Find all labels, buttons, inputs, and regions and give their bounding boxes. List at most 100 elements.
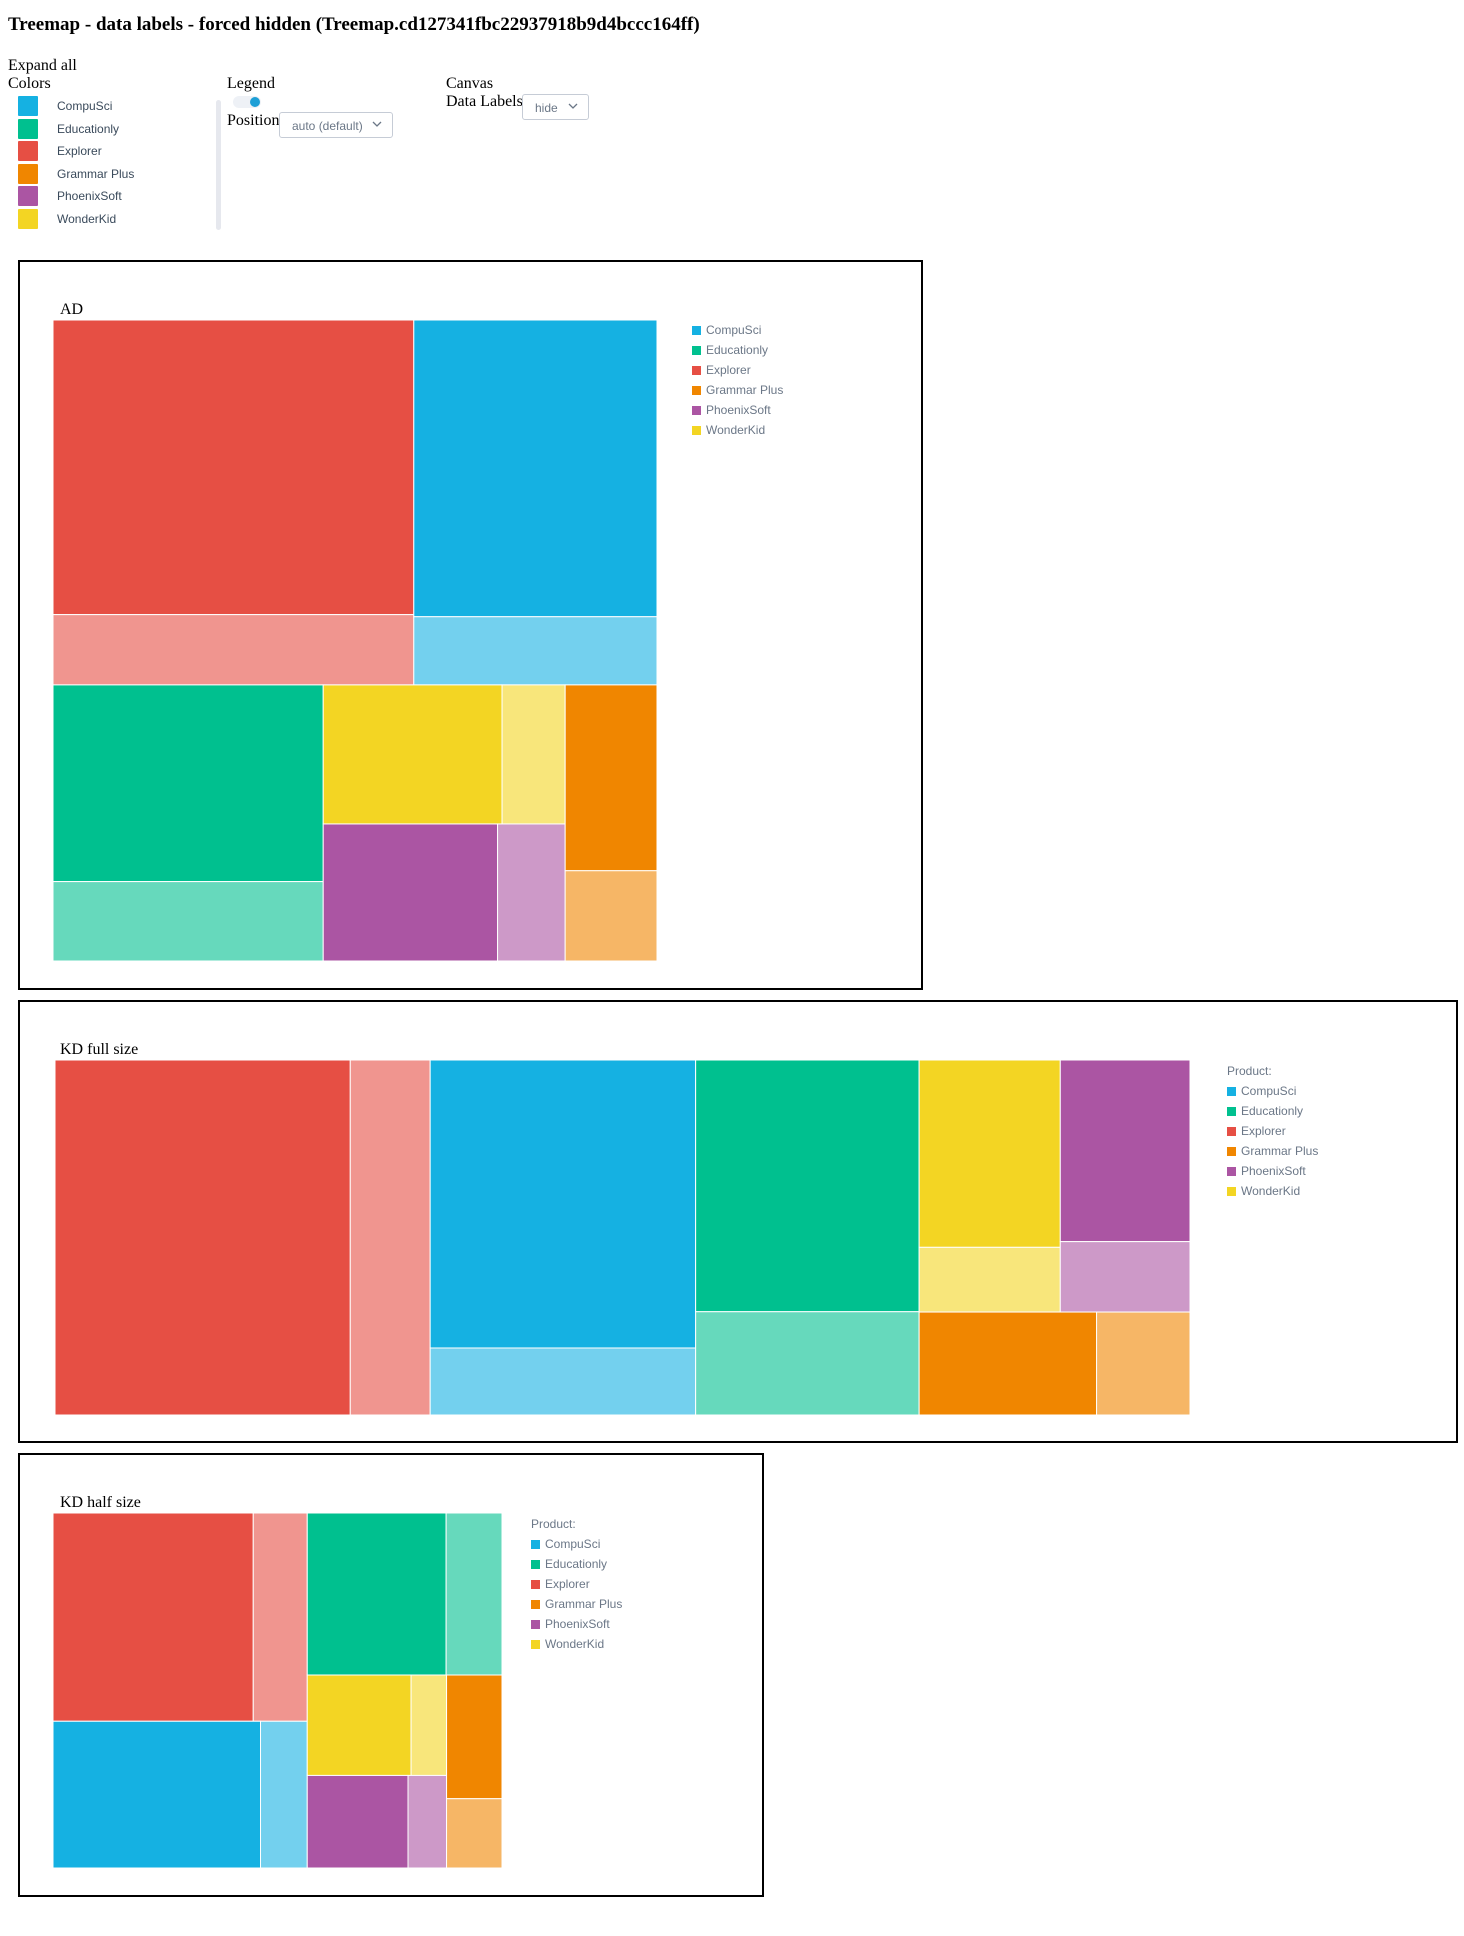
color-label: Grammar Plus [57, 166, 135, 181]
legend-swatch [1227, 1107, 1236, 1116]
colors-scrollbar[interactable] [216, 100, 221, 230]
chart-panel-ad: AD CompuSci Educationly Explorer Grammar Pl… [18, 260, 923, 990]
treemap-tile-explorer-2[interactable] [252, 1512, 308, 1722]
treemap-tile-compusci-2[interactable] [260, 1720, 308, 1869]
treemap-tile-educationly-2[interactable] [445, 1512, 503, 1676]
treemap-tile-explorer-1[interactable] [54, 1059, 351, 1416]
legend-label: Educationly [706, 343, 769, 357]
treemap-tile-phoenixsoft-2[interactable] [407, 1774, 448, 1869]
chevron-down-icon [372, 121, 382, 127]
treemap-tile-educationly-1[interactable] [695, 1059, 920, 1313]
legend-label: WonderKid [1241, 1184, 1301, 1198]
treemap-tile-grammar-plus-2[interactable] [446, 1798, 503, 1869]
legend-swatch [531, 1580, 540, 1589]
color-label: PhoenixSoft [57, 189, 122, 203]
expand-all-link[interactable]: Expand all [8, 57, 77, 74]
legend-item-grammar-plus[interactable]: Grammar Plus [531, 1596, 622, 1616]
legend-label: CompuSci [706, 323, 762, 337]
treemap-tile-wonderkid-2[interactable] [501, 684, 566, 825]
color-label: WonderKid [57, 211, 117, 226]
color-swatch[interactable] [18, 163, 38, 184]
treemap-tile-phoenixsoft-1[interactable] [1059, 1059, 1191, 1243]
canvas-heading: Canvas [446, 75, 494, 92]
treemap-tile-wonderkid-1[interactable] [306, 1674, 412, 1776]
treemap-tile-educationly-2[interactable] [52, 881, 324, 962]
legend-item-wonderkid[interactable]: WonderKid [1227, 1183, 1300, 1203]
treemap-tile-wonderkid-1[interactable] [918, 1059, 1061, 1248]
legend-swatch [1227, 1167, 1236, 1176]
legend-item-grammar-plus[interactable]: Grammar Plus [1227, 1143, 1318, 1163]
legend-swatch [1227, 1187, 1236, 1196]
legend-swatch [1227, 1087, 1236, 1096]
legend-item-compusci[interactable]: CompuSci [531, 1536, 600, 1556]
legend-label: PhoenixSoft [545, 1617, 610, 1631]
legend-swatch [692, 386, 701, 395]
color-swatch[interactable] [18, 141, 38, 161]
legend-label: Explorer [545, 1577, 590, 1591]
legend-item-wonderkid[interactable]: WonderKid [531, 1636, 604, 1656]
legend-label: CompuSci [545, 1537, 601, 1551]
treemap-tile-compusci-1[interactable] [413, 319, 658, 618]
chart-title: AD [60, 301, 84, 318]
legend-swatch [692, 346, 701, 355]
legend-swatch [1227, 1127, 1236, 1136]
treemap-tile-grammar-plus-1[interactable] [918, 1311, 1098, 1416]
data-labels-select-value: hide [535, 101, 558, 115]
treemap-tile-phoenixsoft-2[interactable] [1059, 1241, 1191, 1313]
treemap-tile-grammar-plus-2[interactable] [1096, 1311, 1191, 1416]
legend-item-explorer[interactable]: Explorer [1227, 1123, 1286, 1143]
legend-label: WonderKid [545, 1637, 605, 1651]
treemap-tile-explorer-1[interactable] [52, 1512, 254, 1722]
treemap-tile-compusci-1[interactable] [429, 1059, 697, 1349]
chevron-down-icon [568, 103, 578, 109]
treemap-tile-explorer-2[interactable] [52, 614, 415, 686]
legend-swatch [692, 326, 701, 335]
treemap-tile-compusci-2[interactable] [429, 1347, 697, 1416]
chart-legend: Product: CompuSci Educationly Explorer Gramm… [531, 1516, 622, 1656]
chart-title: KD full size [60, 1041, 139, 1058]
legend-label: PhoenixSoft [1241, 1164, 1306, 1178]
legend-item-explorer[interactable]: Explorer [531, 1576, 590, 1596]
legend-toggle-knob [250, 97, 260, 107]
treemap-tile-compusci-2[interactable] [413, 616, 658, 686]
treemap-tile-grammar-plus-1[interactable] [446, 1674, 503, 1800]
color-swatch[interactable] [18, 186, 38, 206]
treemap-tile-wonderkid-2[interactable] [410, 1674, 448, 1776]
legend-item-educationly[interactable]: Educationly [531, 1556, 607, 1576]
legend-label: Grammar Plus [1241, 1144, 1319, 1158]
treemap-tile-explorer-1[interactable] [52, 319, 415, 616]
legend-item-educationly[interactable]: Educationly [1227, 1103, 1303, 1123]
treemap-kd-full [54, 1059, 1191, 1416]
treemap-tile-wonderkid-1[interactable] [322, 684, 503, 825]
position-select-value: auto (default) [292, 119, 363, 133]
legend-heading: Legend [227, 75, 275, 92]
treemap-tile-educationly-2[interactable] [695, 1311, 920, 1416]
color-swatch[interactable] [18, 208, 38, 229]
chart-title: KD half size [60, 1494, 141, 1511]
treemap-tile-phoenixsoft-2[interactable] [497, 823, 566, 962]
data-labels-select[interactable]: hide [522, 94, 589, 120]
treemap-tile-educationly-1[interactable] [306, 1512, 447, 1676]
legend-label: Educationly [545, 1557, 608, 1571]
treemap-tile-grammar-plus-2[interactable] [564, 870, 658, 962]
chart-panel-kd-half: KD half size Product: CompuSci Educationly… [18, 1453, 764, 1897]
treemap-tile-wonderkid-2[interactable] [918, 1246, 1061, 1313]
treemap-tile-explorer-2[interactable] [349, 1059, 431, 1416]
legend-label: PhoenixSoft [706, 403, 771, 417]
legend-label: Explorer [706, 363, 751, 377]
legend-item-phoenixsoft[interactable]: PhoenixSoft [1227, 1163, 1306, 1183]
legend-item-compusci[interactable]: CompuSci [1227, 1083, 1296, 1103]
treemap-tile-phoenixsoft-1[interactable] [322, 823, 499, 962]
colors-list[interactable]: CompuSci Educationly Explorer Grammar Plus P… [8, 96, 213, 249]
treemap-tile-compusci-1[interactable] [52, 1720, 262, 1869]
color-swatch[interactable] [18, 96, 38, 116]
color-swatch[interactable] [18, 118, 38, 139]
position-label: Position [227, 112, 280, 129]
treemap-tile-educationly-1[interactable] [52, 684, 324, 883]
position-select[interactable]: auto (default) [279, 112, 393, 138]
legend-item-phoenixsoft[interactable]: PhoenixSoft [531, 1616, 610, 1636]
legend-swatch [692, 366, 701, 375]
treemap-tile-phoenixsoft-1[interactable] [306, 1774, 409, 1869]
legend-toggle[interactable] [233, 96, 261, 108]
treemap-tile-grammar-plus-1[interactable] [564, 684, 658, 872]
